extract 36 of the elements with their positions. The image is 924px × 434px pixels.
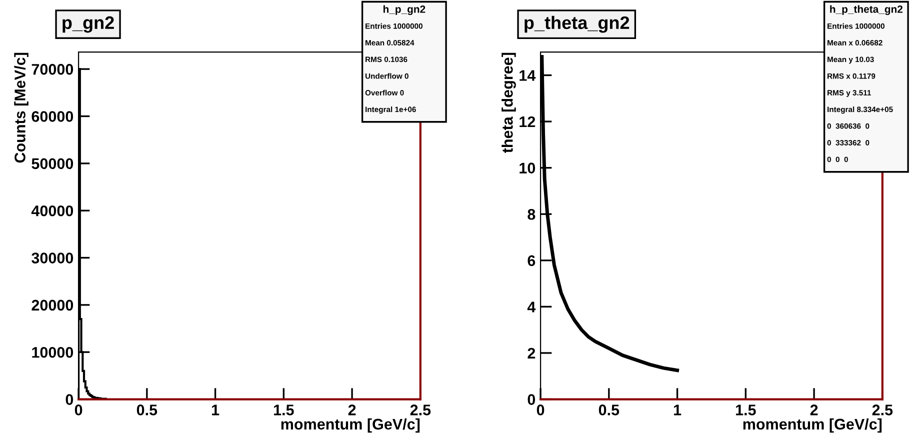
y-tick-label: 10	[520, 162, 536, 174]
y-tick-label: 4	[527, 302, 536, 312]
x-tick-label: 1	[674, 404, 682, 416]
x-tick-label: 0.5	[136, 404, 158, 416]
chart-title: p_gn2	[62, 16, 114, 33]
x-tick-label: 1	[212, 404, 220, 416]
y-tick-label: 60000	[32, 111, 74, 122]
y-tick-label: 14	[520, 70, 536, 81]
y-tick-label: 8	[528, 208, 536, 220]
y-tick-label: 30000	[32, 252, 74, 264]
x-tick-label: 2	[348, 404, 356, 416]
x-tick-label: 1.5	[274, 404, 294, 416]
x-tick-label: 1.5	[736, 404, 756, 416]
y-tick-label: 50000	[32, 158, 74, 170]
x-tick-label: 2.5	[410, 404, 431, 416]
text: h_p_gn2	[383, 5, 426, 15]
x-axis-title: momentum [GeV/c]	[281, 418, 420, 433]
y-tick-label: 2	[528, 348, 536, 359]
y-axis-title: theta [degree]	[502, 52, 516, 153]
y-tick-label: 12	[520, 116, 536, 128]
y-tick-label: 70000	[32, 64, 74, 75]
y-tick-label: 10000	[32, 346, 74, 358]
y-axis-title: Counts [MeV/c]	[14, 52, 28, 163]
x-tick-label: 0.5	[598, 404, 620, 416]
y-tick-label: 40000	[31, 205, 74, 216]
chart-title: p_theta_gn2	[524, 16, 630, 33]
x-tick-label: 2.5	[872, 404, 893, 416]
x-tick-label: 0	[536, 404, 544, 416]
y-tick-label: 0	[528, 394, 536, 405]
x-tick-label: 2	[810, 404, 818, 416]
y-tick-label: 0	[66, 394, 74, 405]
text: h_p_theta_gn2	[830, 5, 903, 15]
y-tick-label: 20000	[32, 300, 74, 311]
x-tick-label: 0	[74, 404, 82, 416]
x-axis-title: momentum [GeV/c]	[743, 418, 882, 433]
y-tick-label: 6	[528, 255, 536, 266]
